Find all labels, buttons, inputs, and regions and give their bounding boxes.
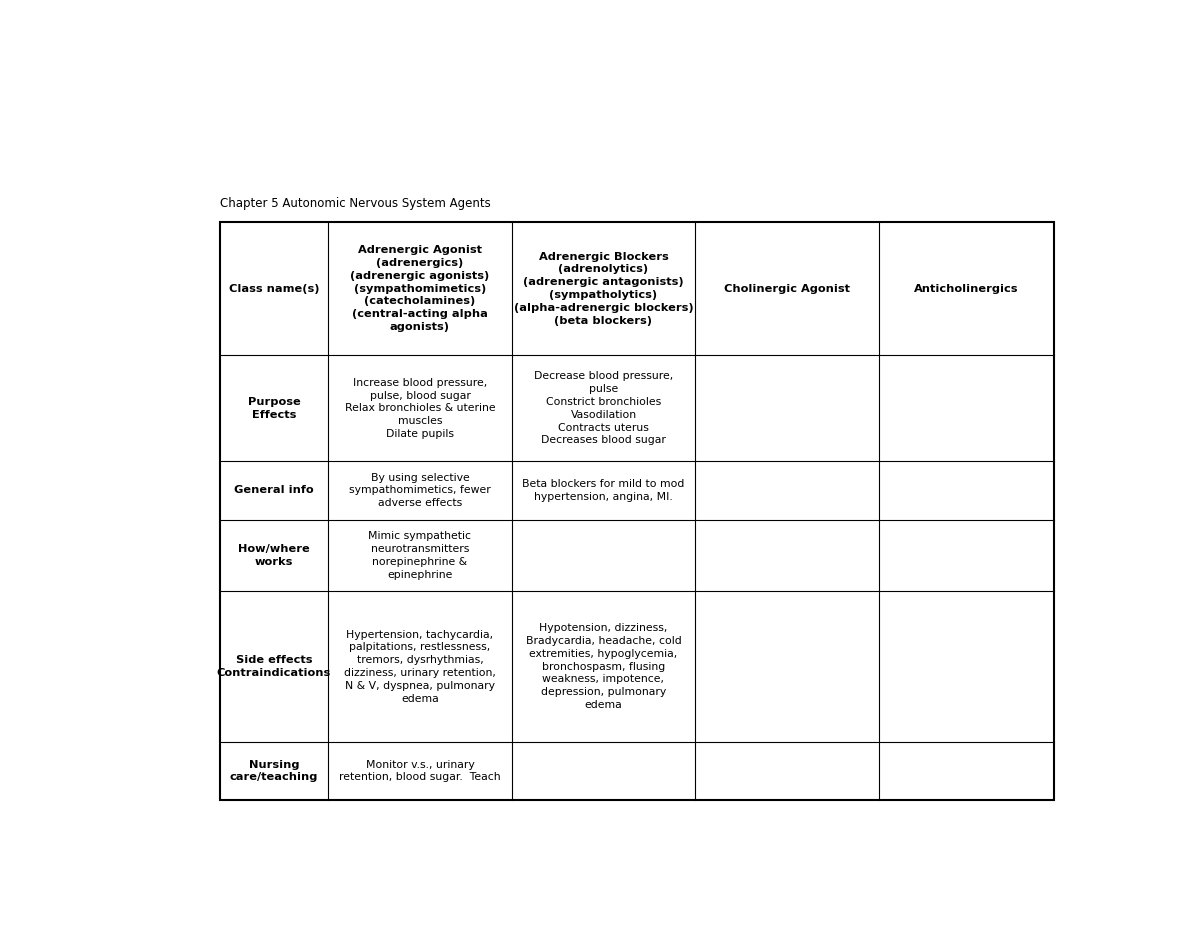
- Text: Cholinergic Agonist: Cholinergic Agonist: [724, 284, 850, 294]
- Text: Adrenergic Agonist
(adrenergics)
(adrenergic agonists)
(sympathomimetics)
(catec: Adrenergic Agonist (adrenergics) (adrene…: [350, 245, 490, 332]
- Text: Purpose
Effects: Purpose Effects: [247, 397, 300, 420]
- Text: Monitor v.s., urinary
retention, blood sugar.  Teach: Monitor v.s., urinary retention, blood s…: [340, 759, 500, 782]
- Text: By using selective
sympathomimetics, fewer
adverse effects: By using selective sympathomimetics, few…: [349, 473, 491, 508]
- Text: Side effects
Contraindications: Side effects Contraindications: [217, 655, 331, 678]
- Text: Hypertension, tachycardia,
palpitations, restlessness,
tremors, dysrhythmias,
di: Hypertension, tachycardia, palpitations,…: [344, 629, 496, 704]
- Text: Mimic sympathetic
neurotransmitters
norepinephrine &
epinephrine: Mimic sympathetic neurotransmitters nore…: [368, 531, 472, 579]
- Text: Nursing
care/teaching: Nursing care/teaching: [229, 759, 318, 782]
- Text: Class name(s): Class name(s): [229, 284, 319, 294]
- Text: Decrease blood pressure,
pulse
Constrict bronchioles
Vasodilation
Contracts uter: Decrease blood pressure, pulse Constrict…: [534, 372, 673, 445]
- Text: Adrenergic Blockers
(adrenolytics)
(adrenergic antagonists)
(sympatholytics)
(al: Adrenergic Blockers (adrenolytics) (adre…: [514, 251, 694, 325]
- Bar: [220, 222, 1054, 800]
- Text: Beta blockers for mild to mod
hypertension, angina, MI.: Beta blockers for mild to mod hypertensi…: [522, 479, 685, 502]
- Text: How/where
works: How/where works: [238, 544, 310, 566]
- Text: Anticholinergics: Anticholinergics: [914, 284, 1019, 294]
- Text: Chapter 5 Autonomic Nervous System Agents: Chapter 5 Autonomic Nervous System Agent…: [220, 197, 491, 210]
- Text: Increase blood pressure,
pulse, blood sugar
Relax bronchioles & uterine
muscles
: Increase blood pressure, pulse, blood su…: [344, 377, 496, 438]
- Text: General info: General info: [234, 486, 313, 495]
- Text: Hypotension, dizziness,
Bradycardia, headache, cold
extremities, hypoglycemia,
b: Hypotension, dizziness, Bradycardia, hea…: [526, 623, 682, 710]
